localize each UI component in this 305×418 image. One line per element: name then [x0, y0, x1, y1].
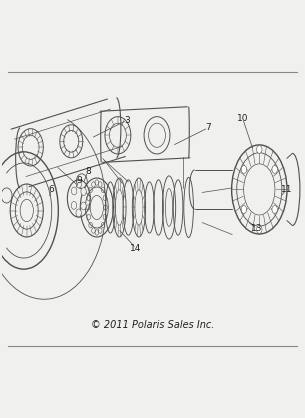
- Text: 14: 14: [130, 244, 142, 252]
- Text: 11: 11: [281, 185, 292, 194]
- Ellipse shape: [241, 206, 247, 213]
- Ellipse shape: [257, 226, 262, 233]
- Text: © 2011 Polaris Sales Inc.: © 2011 Polaris Sales Inc.: [91, 320, 214, 330]
- Text: 3: 3: [124, 116, 130, 125]
- Ellipse shape: [81, 188, 86, 196]
- Ellipse shape: [272, 206, 277, 213]
- Ellipse shape: [71, 187, 77, 195]
- Text: 6: 6: [49, 185, 55, 194]
- Ellipse shape: [81, 202, 86, 210]
- Ellipse shape: [76, 180, 82, 188]
- Text: 9: 9: [76, 176, 82, 185]
- Ellipse shape: [241, 166, 247, 173]
- Ellipse shape: [76, 209, 81, 217]
- Text: 13: 13: [250, 224, 262, 233]
- Ellipse shape: [257, 145, 262, 153]
- Text: 7: 7: [205, 123, 211, 132]
- Text: 8: 8: [85, 167, 91, 176]
- Ellipse shape: [272, 166, 277, 173]
- Ellipse shape: [71, 201, 77, 209]
- Text: 10: 10: [237, 114, 249, 123]
